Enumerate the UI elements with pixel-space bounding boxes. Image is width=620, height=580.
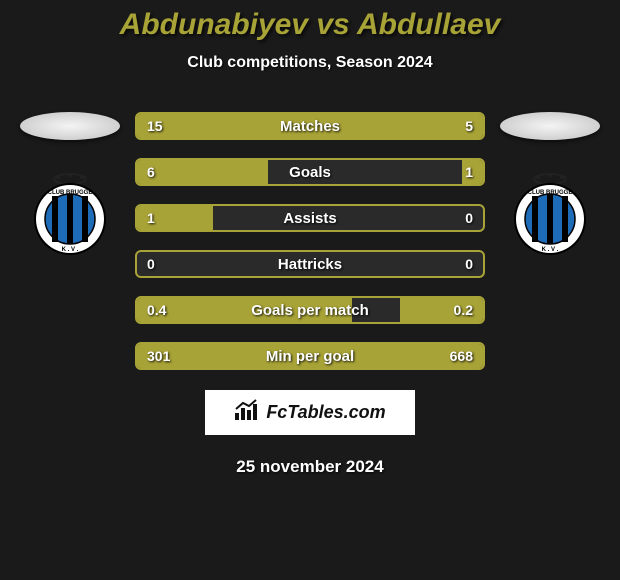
club-badge-right: CLUB BRUGGE K . V . (500, 170, 600, 255)
bar-fill-left (137, 114, 397, 138)
stat-row: 301 Min per goal 668 (135, 342, 485, 370)
stat-label: Goals (289, 164, 331, 181)
stat-label: Goals per match (251, 302, 369, 319)
stat-row: 1 Assists 0 (135, 204, 485, 232)
stat-value-right: 5 (465, 118, 473, 134)
page-title: Abdunabiyev vs Abdullaev (0, 8, 620, 42)
stat-value-left: 301 (147, 348, 170, 364)
stat-row: 15 Matches 5 (135, 112, 485, 140)
stat-label: Hattricks (278, 256, 342, 273)
stat-value-right: 0.2 (454, 302, 473, 318)
svg-text:CLUB BRUGGE: CLUB BRUGGE (528, 190, 573, 196)
club-badge-left: CLUB BRUGGE K . V . (20, 170, 120, 255)
stat-row: 6 Goals 1 (135, 158, 485, 186)
stat-row: 0 Hattricks 0 (135, 250, 485, 278)
subtitle: Club competitions, Season 2024 (0, 54, 620, 72)
stat-value-left: 0 (147, 256, 155, 272)
left-player-column: CLUB BRUGGE K . V . (15, 112, 125, 255)
player-photo-placeholder-right (500, 112, 600, 140)
watermark-text: FcTables.com (266, 402, 385, 423)
stat-value-right: 668 (450, 348, 473, 364)
stat-value-left: 15 (147, 118, 163, 134)
svg-text:K . V .: K . V . (542, 247, 559, 253)
stat-value-right: 0 (465, 256, 473, 272)
comparison-card: Abdunabiyev vs Abdullaev Club competitio… (0, 0, 620, 477)
stats-bars: 15 Matches 5 6 Goals 1 1 Assists 0 0 Hattricks 0 0.4… (135, 112, 485, 370)
player-photo-placeholder-left (20, 112, 120, 140)
bar-fill-left (137, 160, 268, 184)
svg-text:CLUB BRUGGE: CLUB BRUGGE (48, 190, 93, 196)
stat-label: Min per goal (266, 348, 354, 365)
watermark: FcTables.com (205, 390, 415, 435)
right-player-column: CLUB BRUGGE K . V . (495, 112, 605, 255)
stat-value-right: 0 (465, 210, 473, 226)
stat-label: Matches (280, 118, 340, 135)
svg-text:K . V .: K . V . (62, 247, 79, 253)
stat-value-left: 1 (147, 210, 155, 226)
main-row: CLUB BRUGGE K . V . 15 Matches 5 6 Goals 1 1 As… (0, 112, 620, 370)
date-label: 25 november 2024 (0, 457, 620, 477)
stat-label: Assists (283, 210, 336, 227)
stat-value-left: 0.4 (147, 302, 166, 318)
stat-value-left: 6 (147, 164, 155, 180)
stat-value-right: 1 (465, 164, 473, 180)
chart-icon (234, 399, 260, 426)
stat-row: 0.4 Goals per match 0.2 (135, 296, 485, 324)
